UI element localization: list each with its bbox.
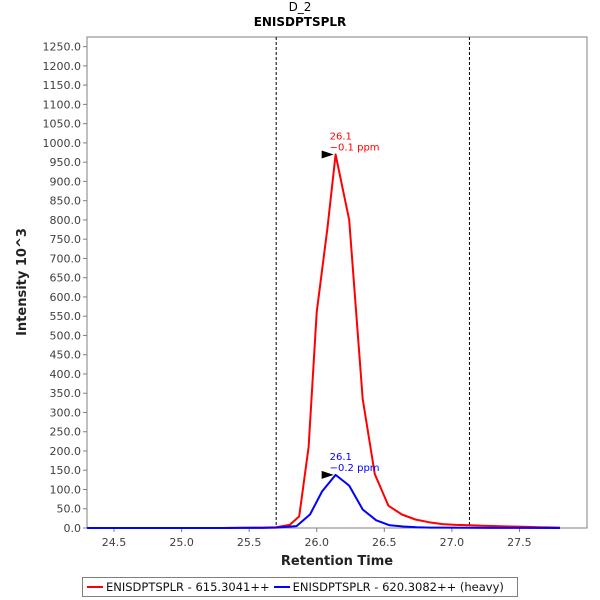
y-tick-label: 300.0 bbox=[50, 406, 82, 419]
legend-item-light: ENISDPTSPLR - 615.3041++ bbox=[87, 580, 270, 594]
peak-mass-error-label: −0.2 ppm bbox=[330, 463, 380, 474]
y-tick-label: 0.0 bbox=[64, 522, 82, 535]
legend-swatch-blue bbox=[273, 586, 290, 588]
y-tick-label: 200.0 bbox=[50, 445, 82, 458]
y-tick-label: 150.0 bbox=[50, 464, 82, 477]
y-tick-label: 350.0 bbox=[50, 387, 82, 400]
y-axis-label: Intensity 10^3 bbox=[15, 228, 30, 336]
y-tick-label: 1250.0 bbox=[43, 41, 82, 54]
y-tick-label: 1050.0 bbox=[43, 118, 82, 131]
y-tick-label: 850.0 bbox=[50, 195, 82, 208]
y-tick-label: 600.0 bbox=[50, 291, 82, 304]
y-tick-label: 550.0 bbox=[50, 310, 82, 323]
y-tick-label: 650.0 bbox=[50, 272, 82, 285]
peak-marker-arrow bbox=[321, 470, 334, 479]
x-axis: 24.5 25.0 25.5 26.0 26.5 27.0 27.5 bbox=[102, 528, 532, 549]
y-tick-label: 400.0 bbox=[50, 368, 82, 381]
y-tick-label: 450.0 bbox=[50, 349, 82, 362]
y-tick-label: 950.0 bbox=[50, 156, 82, 169]
peak-mass-error-label: −0.1 ppm bbox=[330, 142, 380, 153]
x-tick-label: 27.0 bbox=[440, 536, 465, 549]
y-tick-label: 800.0 bbox=[50, 214, 82, 227]
y-tick-label: 700.0 bbox=[50, 252, 82, 265]
x-tick-label: 24.5 bbox=[102, 536, 127, 549]
peak-retention-label: 26.1 bbox=[330, 131, 352, 142]
legend: ENISDPTSPLR - 615.3041++ ENISDPTSPLR - 6… bbox=[82, 577, 518, 597]
y-tick-label: 1100.0 bbox=[43, 98, 82, 111]
legend-swatch-red bbox=[87, 586, 103, 588]
y-tick-label: 750.0 bbox=[50, 233, 82, 246]
y-tick-label: 250.0 bbox=[50, 426, 82, 439]
y-tick-label: 50.0 bbox=[57, 503, 82, 516]
y-tick-label: 1150.0 bbox=[43, 79, 82, 92]
series-line-heavy bbox=[87, 473, 561, 529]
y-tick-label: 900.0 bbox=[50, 175, 82, 188]
series-layer bbox=[87, 153, 561, 529]
plot-area bbox=[86, 36, 588, 529]
chart-title: D_2 bbox=[289, 0, 312, 14]
x-axis-label: Retention Time bbox=[281, 554, 393, 569]
x-tick-label: 26.0 bbox=[304, 536, 329, 549]
x-tick-label: 25.5 bbox=[237, 536, 262, 549]
legend-label-heavy: ENISDPTSPLR - 620.3082++ (heavy) bbox=[292, 580, 504, 594]
peak-retention-label: 26.1 bbox=[330, 452, 352, 463]
integration-boundaries bbox=[275, 37, 470, 528]
y-tick-label: 1200.0 bbox=[43, 60, 82, 73]
chart-subtitle: ENISDPTSPLR bbox=[254, 15, 347, 29]
y-axis: 0.0 50.0 100.0 150.0 200.0 250.0 300.0 350.0 400… bbox=[43, 41, 87, 535]
legend-item-heavy: ENISDPTSPLR - 620.3082++ (heavy) bbox=[273, 580, 504, 594]
x-tick-label: 27.5 bbox=[507, 536, 532, 549]
peak-marker-arrow bbox=[321, 150, 334, 159]
x-tick-label: 26.5 bbox=[372, 536, 397, 549]
y-tick-label: 500.0 bbox=[50, 329, 82, 342]
legend-label-light: ENISDPTSPLR - 615.3041++ bbox=[106, 580, 270, 594]
y-tick-label: 1000.0 bbox=[43, 137, 82, 150]
y-tick-label: 100.0 bbox=[50, 483, 82, 496]
x-tick-label: 25.0 bbox=[169, 536, 194, 549]
